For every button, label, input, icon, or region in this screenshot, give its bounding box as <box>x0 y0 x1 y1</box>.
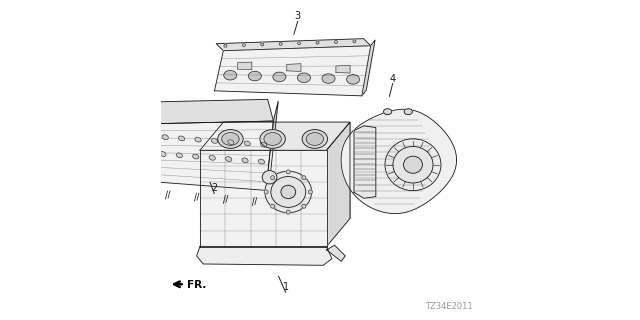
Polygon shape <box>223 122 350 219</box>
Ellipse shape <box>298 73 310 83</box>
Polygon shape <box>266 101 278 190</box>
Ellipse shape <box>262 171 277 184</box>
Circle shape <box>243 44 245 47</box>
Polygon shape <box>134 121 273 190</box>
Circle shape <box>302 176 306 180</box>
Ellipse shape <box>221 132 239 145</box>
Ellipse shape <box>218 130 243 148</box>
Circle shape <box>286 170 291 174</box>
Ellipse shape <box>228 140 234 145</box>
Ellipse shape <box>211 139 218 143</box>
Ellipse shape <box>160 152 166 156</box>
Circle shape <box>271 204 275 208</box>
Ellipse shape <box>322 74 335 83</box>
Circle shape <box>286 210 291 214</box>
Text: 2: 2 <box>211 183 218 194</box>
Ellipse shape <box>225 157 232 161</box>
Polygon shape <box>216 39 371 51</box>
Polygon shape <box>214 46 371 96</box>
Text: TZ34E2011: TZ34E2011 <box>426 302 473 311</box>
Polygon shape <box>287 64 301 71</box>
Ellipse shape <box>264 132 282 145</box>
Ellipse shape <box>143 150 150 155</box>
Circle shape <box>271 176 275 180</box>
Polygon shape <box>326 245 346 261</box>
Polygon shape <box>237 62 252 70</box>
Ellipse shape <box>265 171 312 213</box>
Ellipse shape <box>383 109 392 115</box>
Text: 1: 1 <box>282 282 289 292</box>
Polygon shape <box>362 40 375 96</box>
Ellipse shape <box>281 185 296 199</box>
Polygon shape <box>341 109 456 213</box>
Ellipse shape <box>260 142 267 147</box>
Text: FR.: FR. <box>187 280 207 290</box>
Ellipse shape <box>273 72 286 82</box>
Ellipse shape <box>162 135 168 140</box>
Ellipse shape <box>193 154 199 159</box>
Ellipse shape <box>224 70 237 80</box>
Polygon shape <box>326 122 350 247</box>
Circle shape <box>316 41 319 44</box>
Polygon shape <box>200 122 350 150</box>
Ellipse shape <box>404 156 422 173</box>
Polygon shape <box>336 65 350 73</box>
Circle shape <box>308 190 312 194</box>
Circle shape <box>279 42 282 45</box>
Ellipse shape <box>393 147 433 183</box>
Polygon shape <box>129 102 142 180</box>
Ellipse shape <box>404 109 412 115</box>
Ellipse shape <box>260 130 285 148</box>
Circle shape <box>298 42 301 45</box>
Circle shape <box>302 204 306 208</box>
Ellipse shape <box>146 133 152 138</box>
Circle shape <box>261 43 264 46</box>
Polygon shape <box>200 150 326 247</box>
Circle shape <box>264 190 268 194</box>
Polygon shape <box>136 100 273 124</box>
Ellipse shape <box>385 139 441 191</box>
Circle shape <box>353 40 356 43</box>
Ellipse shape <box>176 153 182 158</box>
Ellipse shape <box>195 137 201 142</box>
Circle shape <box>224 44 227 47</box>
Ellipse shape <box>302 130 328 148</box>
Polygon shape <box>196 247 332 265</box>
Ellipse shape <box>306 132 323 145</box>
Ellipse shape <box>248 71 261 81</box>
Ellipse shape <box>259 159 264 164</box>
Ellipse shape <box>347 75 360 84</box>
Polygon shape <box>354 126 376 198</box>
Ellipse shape <box>209 156 215 160</box>
Circle shape <box>335 41 337 44</box>
Ellipse shape <box>244 141 250 146</box>
Text: 3: 3 <box>294 12 301 21</box>
Ellipse shape <box>271 177 306 207</box>
Text: 4: 4 <box>390 74 396 84</box>
Ellipse shape <box>242 158 248 163</box>
Ellipse shape <box>179 136 185 141</box>
